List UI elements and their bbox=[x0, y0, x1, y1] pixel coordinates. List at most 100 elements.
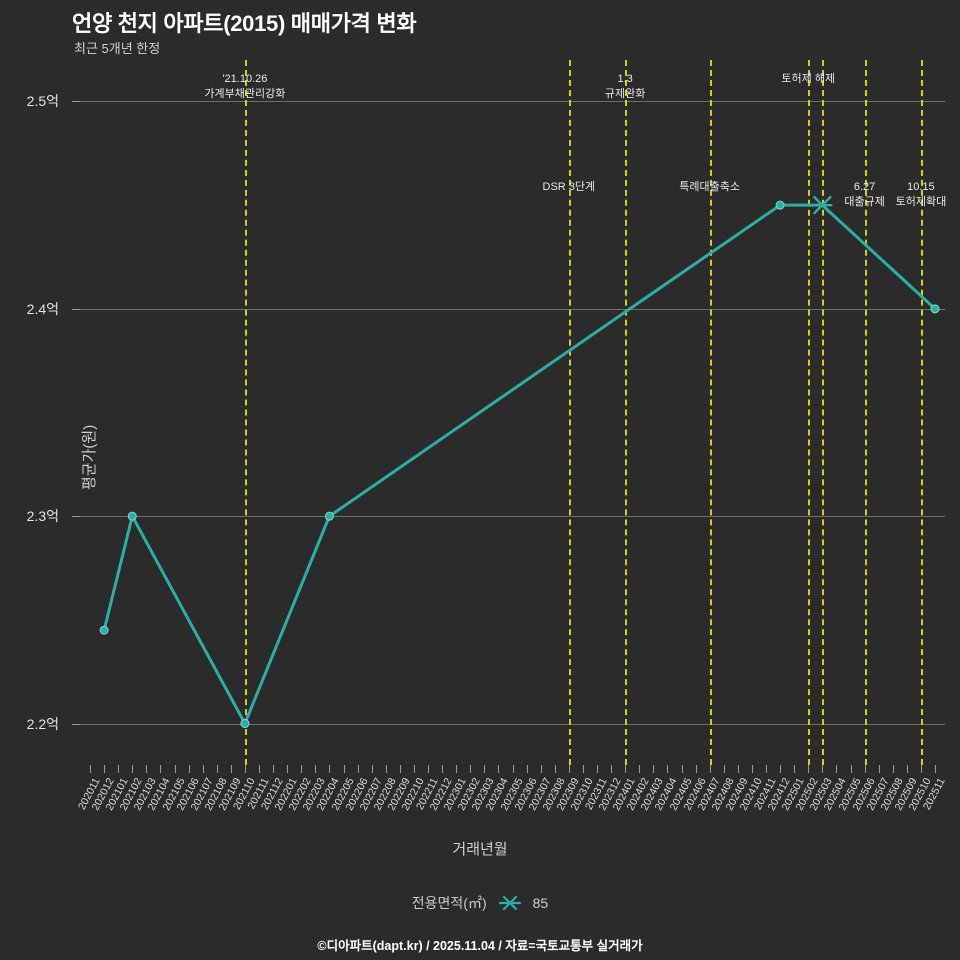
x-tick-mark bbox=[160, 765, 162, 773]
y-tick-label: 2.2억 bbox=[26, 715, 59, 732]
chart-subtitle: 최근 5개년 한정 bbox=[74, 41, 161, 56]
x-tick-mark bbox=[892, 765, 894, 773]
event-line bbox=[568, 60, 571, 765]
event-name-label: 특례대출축소 bbox=[679, 181, 741, 193]
event-annotation: 6.27 대출규제 bbox=[844, 180, 884, 210]
x-tick-mark bbox=[230, 765, 232, 773]
y-tick-mark bbox=[72, 516, 80, 518]
x-tick-mark bbox=[343, 765, 345, 773]
x-tick-mark bbox=[878, 765, 880, 773]
series-marker bbox=[127, 511, 137, 521]
x-tick-mark bbox=[611, 765, 613, 773]
x-tick-mark bbox=[808, 765, 810, 773]
gridline bbox=[80, 308, 945, 310]
x-tick-mark bbox=[244, 765, 246, 773]
x-tick-mark bbox=[681, 765, 683, 773]
x-tick-mark bbox=[202, 765, 204, 773]
x-tick-mark bbox=[132, 765, 134, 773]
event-name-label: 토허제확대 bbox=[895, 196, 947, 208]
y-tick-mark bbox=[72, 723, 80, 725]
x-tick-mark bbox=[174, 765, 176, 773]
event-name-label: 대출규제 bbox=[844, 196, 885, 208]
event-annotation: 1.3 규제완화 bbox=[605, 72, 645, 102]
x-tick-mark bbox=[836, 765, 838, 773]
x-tick-mark bbox=[625, 765, 627, 773]
y-tick-label: 2.5억 bbox=[26, 93, 59, 110]
event-date-label: 1.3 bbox=[617, 73, 633, 85]
x-tick-mark bbox=[639, 765, 641, 773]
x-tick-mark bbox=[301, 765, 303, 773]
x-tick-mark bbox=[371, 765, 373, 773]
x-tick-mark bbox=[216, 765, 218, 773]
x-tick-mark bbox=[512, 765, 514, 773]
x-tick-mark bbox=[653, 765, 655, 773]
gridline bbox=[80, 723, 945, 725]
x-tick-mark bbox=[935, 765, 936, 773]
x-tick-mark bbox=[413, 765, 415, 773]
x-tick-mark bbox=[273, 765, 275, 773]
x-tick-mark bbox=[822, 765, 824, 773]
legend-item-label: 85 bbox=[532, 895, 549, 911]
event-name-label: 토허제 해제 bbox=[781, 73, 836, 85]
x-tick-mark bbox=[597, 765, 598, 773]
x-tick-mark bbox=[428, 765, 429, 773]
series-line bbox=[99, 195, 940, 729]
event-annotation: DSR 3단계 bbox=[543, 180, 596, 195]
x-tick-mark bbox=[287, 765, 289, 773]
x-axis-label: 거래년월 bbox=[452, 841, 508, 858]
series-marker bbox=[99, 625, 109, 635]
x-tick-mark bbox=[751, 765, 753, 773]
y-tick-label: 2.4억 bbox=[26, 300, 59, 317]
plot-area: 2.2억 2.3억 2.4억 2.5억 평균가(원) '21.10.26 가계부채관리강… bbox=[27, 60, 948, 813]
x-tick-mark bbox=[667, 765, 669, 773]
series-polyline bbox=[102, 203, 937, 725]
x-tick-mark bbox=[442, 765, 444, 773]
x-tick-mark bbox=[146, 765, 148, 773]
asterisk-marker-icon bbox=[497, 895, 523, 911]
event-annotation: 토허제 해제 bbox=[781, 72, 835, 87]
event-name-label: 규제완화 bbox=[604, 88, 646, 100]
page-title: 언양 천지 아파트(2015) 매매가격 변화 bbox=[72, 11, 417, 36]
x-tick-mark bbox=[104, 765, 106, 773]
x-tick-mark bbox=[554, 765, 556, 773]
x-tick-mark bbox=[118, 765, 120, 773]
event-line bbox=[808, 60, 811, 765]
event-annotation: 10.15 토허제확대 bbox=[896, 180, 947, 210]
x-tick-mark bbox=[526, 765, 528, 773]
legend-title: 전용면적(㎡) bbox=[411, 895, 487, 911]
x-tick-mark bbox=[582, 765, 584, 773]
x-tick-mark bbox=[357, 765, 359, 773]
x-tick-mark bbox=[188, 765, 190, 773]
x-tick-mark bbox=[259, 765, 260, 773]
series-marker bbox=[324, 511, 334, 521]
gridline bbox=[80, 516, 945, 518]
y-tick-label: 2.3억 bbox=[26, 508, 59, 525]
event-line bbox=[864, 60, 867, 765]
x-tick-mark bbox=[568, 765, 570, 773]
gridline bbox=[80, 101, 945, 103]
x-tick-mark bbox=[737, 765, 739, 773]
series-marker bbox=[812, 195, 833, 215]
x-tick-mark bbox=[709, 765, 711, 773]
x-tick-mark bbox=[540, 765, 542, 773]
event-name-label: DSR 3단계 bbox=[542, 181, 596, 193]
x-tick-mark bbox=[723, 765, 725, 773]
event-line bbox=[709, 60, 712, 765]
event-date-label: 10.15 bbox=[907, 181, 935, 193]
x-tick-mark bbox=[864, 765, 866, 773]
x-tick-mark bbox=[385, 765, 387, 773]
x-tick-mark bbox=[484, 765, 486, 773]
x-tick-mark bbox=[456, 765, 458, 773]
event-annotation: 특례대출축소 bbox=[679, 180, 740, 195]
series-marker bbox=[930, 304, 940, 314]
chart-legend: 전용면적(㎡) 85 bbox=[0, 893, 960, 913]
x-tick-mark bbox=[780, 765, 782, 773]
event-line bbox=[822, 60, 825, 765]
event-annotation: '21.10.26 가계부채관리강화 bbox=[204, 72, 285, 102]
x-tick-mark bbox=[470, 765, 472, 773]
event-name-label: 가계부채관리강화 bbox=[204, 88, 286, 100]
y-tick-mark bbox=[72, 308, 80, 310]
series-marker bbox=[775, 200, 785, 210]
x-tick-mark bbox=[90, 765, 91, 773]
